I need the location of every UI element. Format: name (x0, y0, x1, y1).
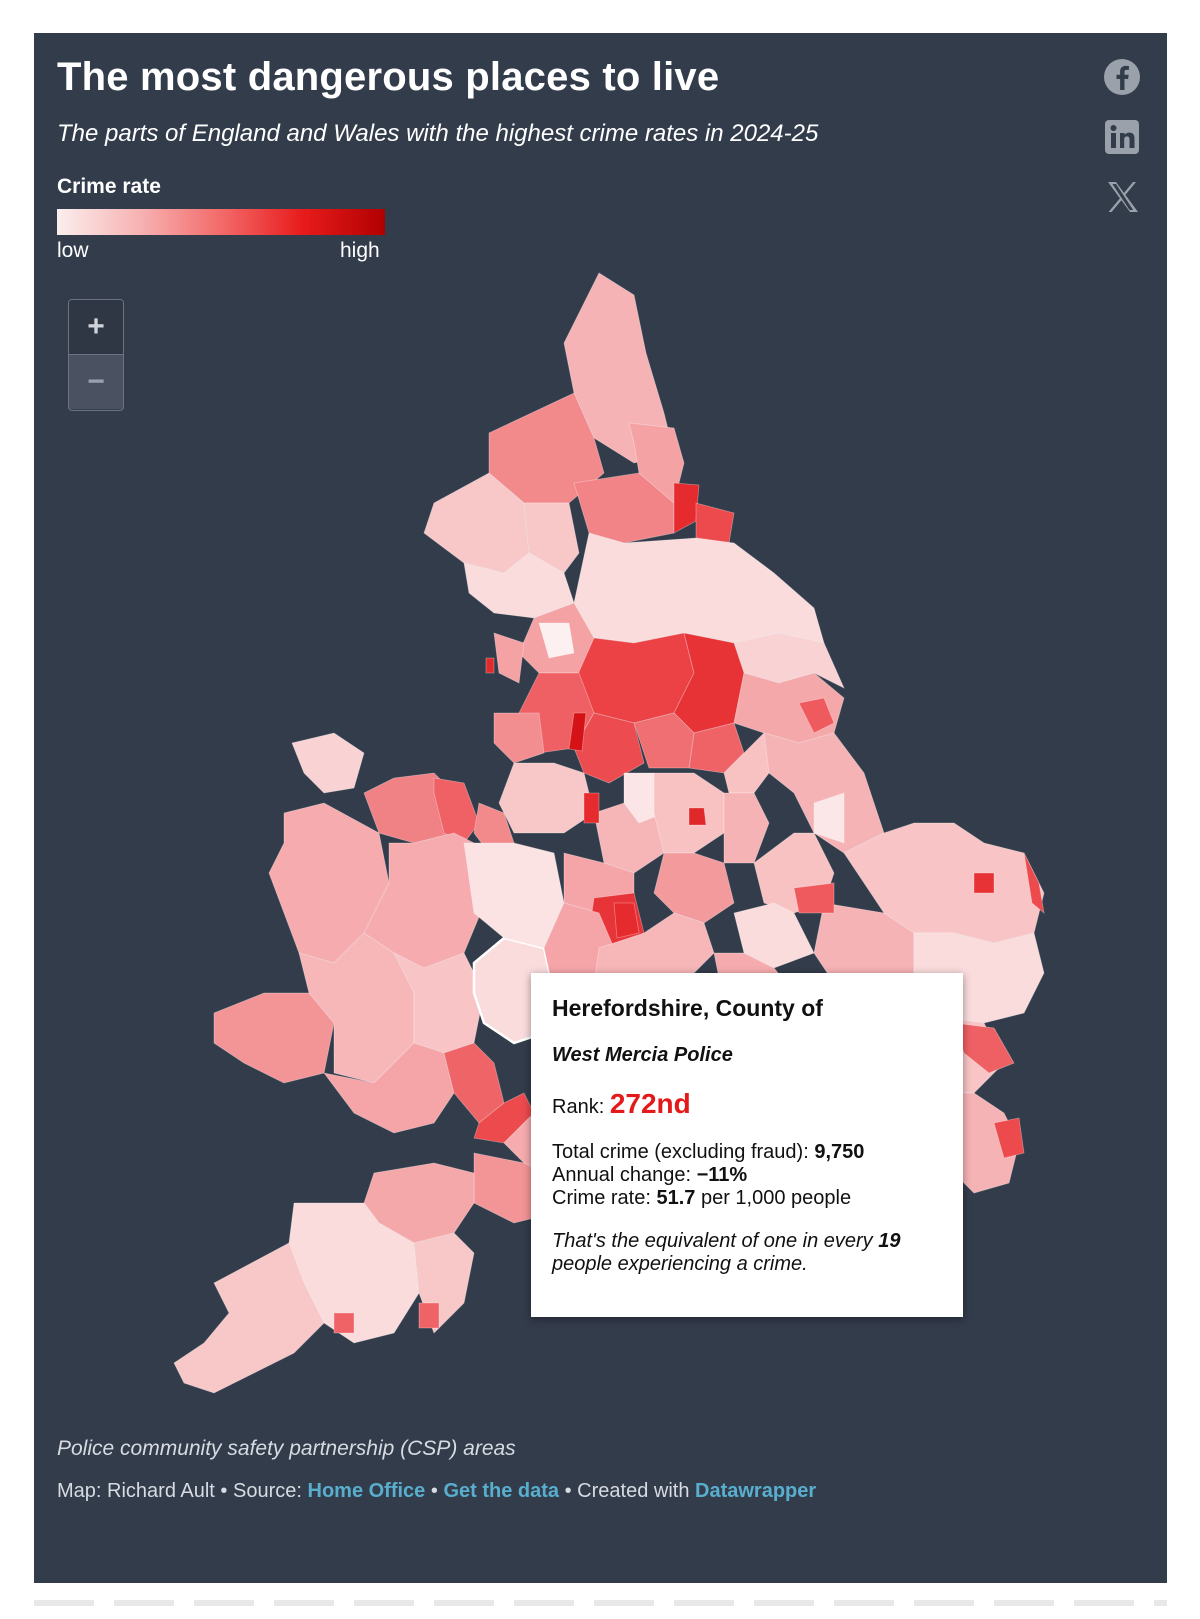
map-region (485, 657, 495, 674)
map-region (523, 502, 580, 574)
map-region (973, 872, 995, 894)
map-credit: Map: Richard Ault (57, 1480, 215, 1502)
tooltip-total-label: Total crime (excluding fraud): (552, 1141, 809, 1163)
map-region (173, 1242, 325, 1394)
map-region (793, 882, 835, 914)
map-region (493, 712, 545, 764)
map-region (288, 1202, 420, 1344)
map-region (798, 697, 835, 734)
source-label: Source: (233, 1480, 302, 1502)
tooltip-equiv-value: 19 (878, 1230, 901, 1252)
tooltip-change-value: −11% (696, 1164, 748, 1186)
map-region (573, 532, 825, 644)
choropleth-map[interactable] (34, 33, 1167, 1583)
map-region (418, 1302, 440, 1329)
page-divider (34, 1600, 1167, 1606)
tooltip-equiv-prefix: That's the equivalent of one in every (552, 1230, 873, 1252)
tooltip-rank-label: Rank: (552, 1096, 605, 1118)
chart-subtitle: The parts of England and Wales with the … (57, 120, 819, 147)
map-region (493, 632, 525, 684)
map-region (695, 502, 735, 544)
map-region (333, 1312, 355, 1334)
datawrapper-link[interactable]: Datawrapper (695, 1480, 817, 1502)
tooltip-equivalent: That's the equivalent of one in every 19… (552, 1230, 952, 1276)
map-region (1023, 852, 1045, 914)
legend-low-label: low (57, 239, 89, 262)
tooltip-area-name: Herefordshire, County of (552, 995, 823, 1021)
map-notes: Police community safety partnership (CSP… (57, 1437, 516, 1460)
legend-color-scale (57, 209, 385, 235)
tooltip-rate-value: 51.7 (656, 1187, 696, 1209)
region-tooltip: Herefordshire, County of West Mercia Pol… (531, 973, 963, 1317)
map-region (291, 732, 365, 794)
tooltip-police-force: West Mercia Police (552, 1044, 733, 1066)
x-icon[interactable] (1102, 177, 1142, 217)
byline: Map: Richard Ault • Source: Home Office … (57, 1480, 816, 1503)
map-region (723, 792, 770, 864)
map-region (463, 842, 565, 949)
linkedin-icon[interactable] (1102, 117, 1142, 157)
legend-high-label: high (340, 239, 380, 262)
tooltip-rate-label: Crime rate: (552, 1187, 651, 1209)
map-region (213, 992, 335, 1084)
zoom-controls: + − (68, 299, 124, 411)
zoom-out-button[interactable]: − (69, 355, 123, 409)
tooltip-rate-unit: per 1,000 people (700, 1187, 852, 1209)
map-region (498, 762, 595, 834)
separator: • (430, 1480, 438, 1502)
map-region (613, 902, 640, 939)
map-region (673, 482, 700, 534)
map-region (688, 807, 707, 826)
tooltip-change-label: Annual change: (552, 1164, 692, 1186)
tooltip-total-value: 9,750 (814, 1141, 865, 1163)
map-region (538, 622, 575, 659)
legend-title: Crime rate (57, 175, 161, 198)
tooltip-annual-change: Annual change: −11% (552, 1164, 864, 1187)
map-region (633, 712, 695, 769)
map-region (993, 1117, 1025, 1159)
tooltip-stats: Total crime (excluding fraud): 9,750 Ann… (552, 1141, 864, 1210)
map-card: The most dangerous places to live The pa… (34, 33, 1167, 1583)
separator: • (220, 1480, 228, 1502)
separator: • (564, 1480, 572, 1502)
tooltip-total-crime: Total crime (excluding fraud): 9,750 (552, 1141, 864, 1164)
map-region (813, 792, 845, 844)
map-region (568, 712, 587, 752)
map-region (653, 852, 735, 924)
facebook-icon[interactable] (1102, 57, 1142, 97)
chart-title: The most dangerous places to live (57, 55, 720, 99)
map-region (583, 792, 600, 824)
tooltip-rank-value: 272nd (609, 1088, 691, 1119)
tooltip-crime-rate: Crime rate: 51.7 per 1,000 people (552, 1187, 864, 1210)
get-data-link[interactable]: Get the data (443, 1480, 560, 1502)
tooltip-equiv-suffix: people experiencing a crime. (552, 1253, 808, 1275)
created-label: Created with (577, 1480, 690, 1502)
tooltip-rank: Rank: 272nd (552, 1088, 691, 1120)
zoom-in-button[interactable]: + (69, 300, 123, 355)
source-link[interactable]: Home Office (307, 1480, 426, 1502)
